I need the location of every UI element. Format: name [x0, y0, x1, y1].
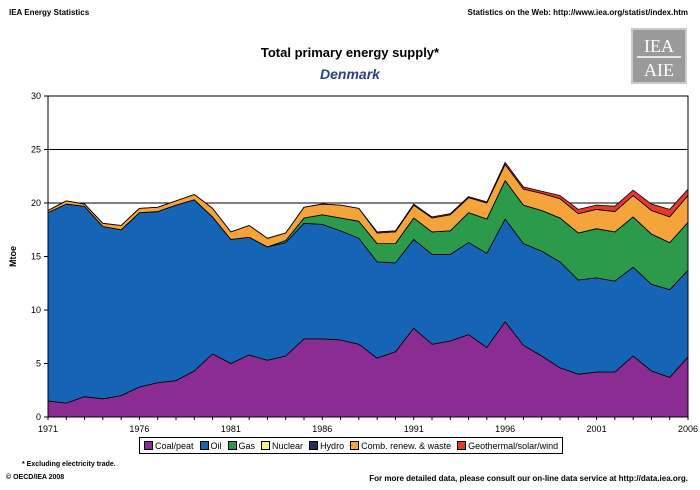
x-axis: 1971 1976 1981 1986 1991 1996 2001 2006: [38, 417, 698, 434]
legend-swatch: [144, 441, 153, 450]
x-tick-label: 1991: [404, 424, 424, 434]
legend-item: Hydro: [309, 441, 344, 451]
area-series: [47, 161, 689, 418]
footnote: * Excluding electricity trade.: [22, 461, 116, 468]
legend-label: Gas: [238, 440, 256, 451]
footer-note: For more detailed data, please consult o…: [369, 474, 688, 483]
legend-label: Oil: [210, 440, 222, 451]
copyright: © OECD/IEA 2008: [6, 474, 65, 481]
x-tick-label: 1986: [312, 424, 332, 434]
legend-swatch: [261, 441, 271, 450]
legend-swatch: [199, 441, 209, 450]
legend-item: Comb. renew. & waste: [350, 441, 451, 451]
legend-label: Geothermal/solar/wind: [468, 440, 559, 451]
logo-text-bottom: AIE: [644, 60, 674, 80]
header-left-text: IEA Energy Statistics: [9, 8, 90, 17]
x-tick-label: 2001: [587, 424, 607, 434]
y-axis-title: Mtoe: [8, 246, 18, 267]
x-tick-label: 2006: [678, 424, 698, 434]
legend-item: Oil: [199, 440, 222, 451]
y-tick-label: 30: [31, 91, 41, 101]
x-tick-label: 1996: [495, 424, 515, 434]
iea-logo-icon: IEA AIE: [631, 28, 687, 84]
y-tick-label: 20: [31, 198, 41, 208]
legend-swatch: [309, 441, 319, 450]
x-tick-label: 1971: [38, 424, 58, 434]
y-axis: 0 5 10 15 20 25 30: [31, 91, 48, 422]
legend-label: Coal/peat: [155, 440, 194, 451]
legend-item: Geothermal/solar/wind: [457, 441, 558, 451]
y-tick-label: 5: [36, 359, 41, 369]
x-tick-label: 1976: [129, 424, 149, 434]
x-tick-label: 1981: [221, 424, 241, 434]
header-right-text: Statistics on the Web: http://www.iea.or…: [467, 8, 688, 17]
y-tick-label: 25: [31, 145, 41, 155]
legend: Coal/peat Oil Gas Nuclear Hydro Comb. renew. …: [139, 437, 564, 454]
legend-item: Nuclear: [261, 441, 303, 451]
y-tick-label: 10: [31, 305, 41, 315]
legend-item: Coal/peat: [144, 441, 194, 451]
legend-label: Hydro: [320, 440, 345, 451]
chart-subtitle: Denmark: [320, 66, 380, 82]
y-tick-label: 15: [31, 252, 41, 262]
legend-swatch: [457, 441, 467, 450]
legend-label: Nuclear: [272, 440, 304, 451]
legend-swatch: [350, 441, 360, 450]
chart-title: Total primary energy supply*: [260, 45, 440, 60]
legend-item: Gas: [227, 440, 256, 451]
y-tick-label: 0: [36, 412, 41, 422]
logo-text-top: IEA: [644, 36, 674, 56]
legend-label: Comb. renew. & waste: [361, 440, 452, 451]
legend-swatch: [227, 441, 237, 450]
